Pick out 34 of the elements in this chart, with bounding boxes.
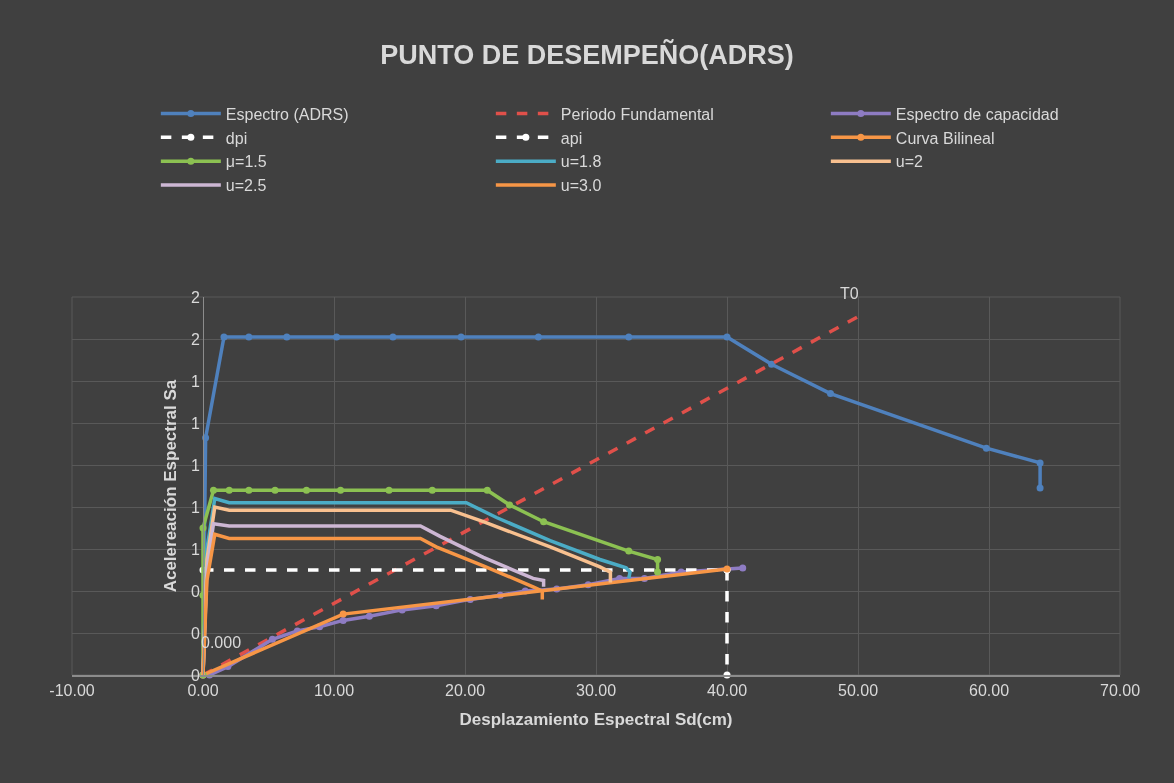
y-tick-label: 2 (190, 288, 200, 306)
y-tick-label: 1 (190, 540, 200, 558)
chart-title: PUNTO DE DESEMPEÑO(ADRS) (380, 39, 794, 71)
y-tick-label: 2 (190, 330, 200, 348)
y-tick-label: 1 (190, 414, 200, 432)
x-axis-title: Desplazamiento Espectral Sd(cm) (459, 710, 733, 730)
y-tick-label: 1 (190, 456, 200, 474)
legend-label: dpi (225, 129, 248, 147)
y-tick-label: 0 (190, 666, 200, 684)
legend-label: u=1.8 (560, 153, 602, 171)
annotation: T0 (840, 285, 859, 302)
legend-label: api (560, 129, 583, 147)
legend-label: μ=1.5 (225, 153, 267, 171)
legend-label: u=2 (895, 153, 924, 171)
x-tick-label: 10.00 (313, 682, 355, 700)
x-tick-label: 20.00 (444, 682, 486, 700)
legend-label: Periodo Fundamental (560, 105, 714, 123)
y-tick-label: 1 (190, 498, 200, 516)
y-axis-title: Acelereación Espectral Sa (161, 379, 181, 593)
x-tick-label: 40.00 (706, 682, 748, 700)
y-tick-label: 0 (190, 582, 200, 600)
legend-label: u=3.0 (560, 177, 602, 195)
x-tick-label: -10.00 (49, 682, 95, 700)
legend-label: u=2.5 (225, 177, 267, 195)
legend-label: Curva Bilineal (895, 129, 995, 147)
x-tick-label: 70.00 (1099, 682, 1141, 700)
x-tick-label: 50.00 (837, 682, 879, 700)
legend-label: Espectro (ADRS) (225, 105, 349, 123)
x-tick-label: 60.00 (968, 682, 1010, 700)
x-tick-label: 30.00 (575, 682, 617, 700)
y-tick-label: 1 (190, 372, 200, 390)
legend-label: Espectro de capacidad (895, 105, 1059, 123)
x-tick-label: 0.00 (187, 682, 219, 700)
y-tick-label: 0 (190, 624, 200, 642)
